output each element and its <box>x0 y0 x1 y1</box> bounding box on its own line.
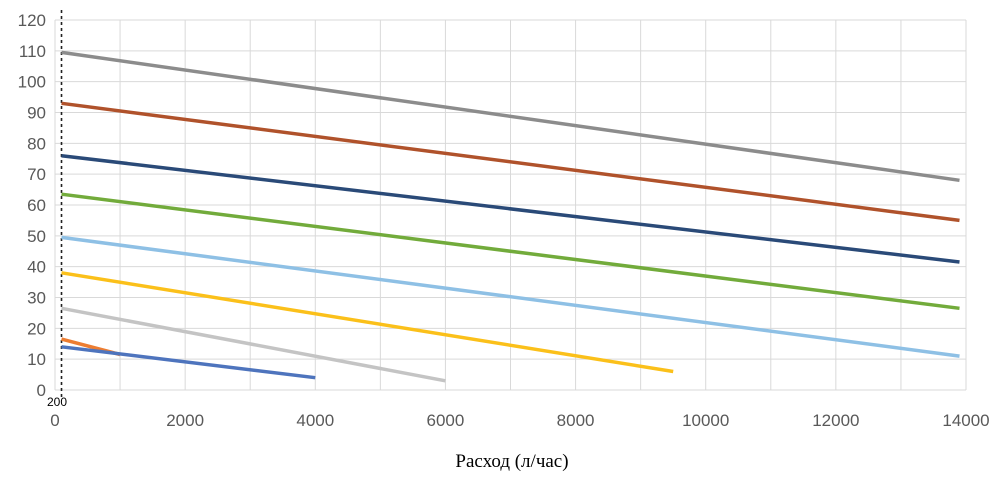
x-tick-label: 4000 <box>296 411 334 430</box>
y-tick-label: 10 <box>27 350 46 369</box>
y-tick-label: 60 <box>27 196 46 215</box>
y-tick-label: 70 <box>27 165 46 184</box>
x-tick-label: 8000 <box>557 411 595 430</box>
series-line <box>61 345 316 380</box>
x-tick-label: 10000 <box>682 411 729 430</box>
x-tick-label: 0 <box>50 411 59 430</box>
y-tick-label: 0 <box>37 381 46 400</box>
series-lines <box>61 50 960 383</box>
series-line <box>61 101 960 223</box>
series-line <box>61 306 446 383</box>
grid <box>54 19 967 391</box>
x-tick-label: 14000 <box>942 411 989 430</box>
y-tick-label: 80 <box>27 134 46 153</box>
y-axis: 0 10 20 30 40 50 60 70 80 90 100 110 120 <box>18 11 46 400</box>
x-axis-title: Расход (л/час) <box>455 451 568 472</box>
x-tick-label: 2000 <box>166 411 204 430</box>
series-line <box>61 153 960 264</box>
x-axis: 0 2000 4000 6000 8000 10000 12000 14000 <box>50 411 989 430</box>
series-line <box>61 50 960 183</box>
x-tick-label: 12000 <box>812 411 859 430</box>
y-tick-label: 20 <box>27 319 46 338</box>
series-line <box>61 235 960 358</box>
reference-line-label: 200 <box>47 395 67 409</box>
y-tick-label: 90 <box>27 104 46 123</box>
y-tick-label: 30 <box>27 289 46 308</box>
y-tick-label: 40 <box>27 258 46 277</box>
series-line <box>61 271 674 374</box>
y-tick-label: 120 <box>18 11 46 30</box>
y-tick-label: 100 <box>18 73 46 92</box>
y-tick-label: 110 <box>19 42 46 61</box>
x-tick-label: 6000 <box>427 411 465 430</box>
y-tick-label: 50 <box>27 227 46 246</box>
series-line <box>61 192 960 311</box>
